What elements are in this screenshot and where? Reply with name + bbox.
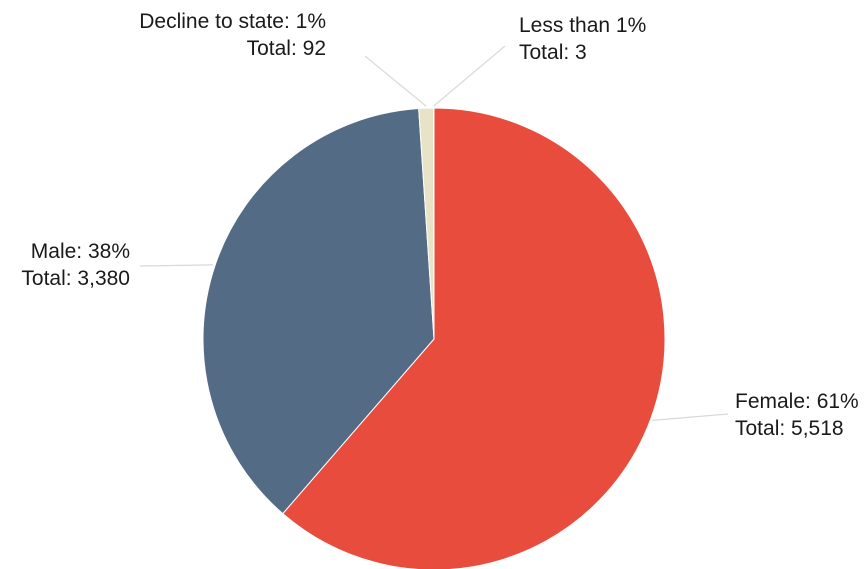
slice-label-male: Male: 38% [31,240,130,263]
pie-slices [202,107,666,569]
leader-line-less-than-1 [433,45,506,107]
slice-label-decline-to-state: Decline to state: 1% [139,10,326,33]
slice-labels: Female: 61% Total: 5,518 Male: 38% Total: 3… [21,10,858,440]
slice-total-female: Total: 5,518 [735,417,844,440]
slice-label-less-than-1: Less than 1% [519,14,646,37]
leader-line-female [652,413,729,421]
slice-total-male: Total: 3,380 [21,267,130,290]
leader-line-decline-to-state [364,55,427,107]
leader-line-male [139,264,214,267]
pie-slice-female [282,107,666,569]
slice-label-female: Female: 61% [735,390,859,413]
leader-lines [139,45,729,421]
slice-total-less-than-1: Total: 3 [519,41,587,64]
pie-slice-male [202,107,435,515]
slice-total-decline-to-state: Total: 92 [247,37,326,60]
